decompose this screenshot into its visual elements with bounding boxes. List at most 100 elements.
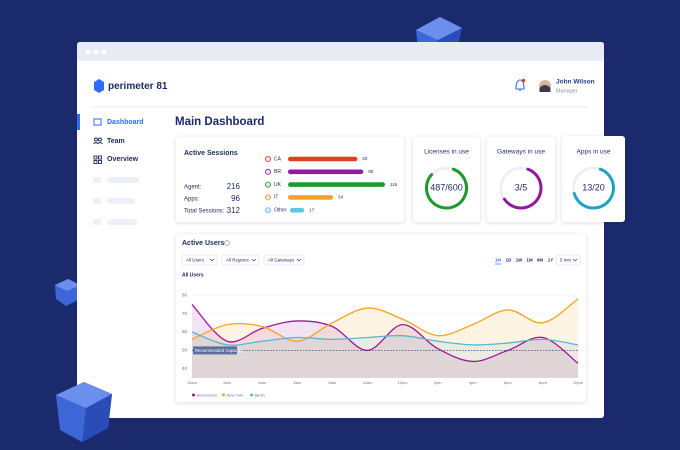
notification-bell[interactable] [515, 79, 525, 91]
session-bar [288, 195, 334, 200]
logo-icon [94, 79, 104, 93]
info-icon[interactable] [224, 240, 230, 246]
y-tick-label: 40 [182, 366, 188, 371]
x-tick-label: 8pm [539, 380, 547, 385]
y-tick-label: 70 [182, 311, 188, 316]
session-value: 83 [362, 156, 368, 161]
series-area [192, 304, 578, 378]
session-value: 90 [368, 169, 374, 174]
interval-label: 5 min [560, 258, 572, 263]
dropdown-arrow [251, 258, 257, 262]
country-code: UK [274, 182, 282, 188]
legend-swatch [222, 393, 225, 397]
dropdown-arrow [209, 258, 215, 262]
series-line [191, 298, 579, 342]
country-code: BR [274, 169, 281, 175]
y-tick-label: 80 [182, 292, 188, 297]
gauge-arc [572, 167, 615, 210]
flag [264, 168, 271, 175]
stat-value: 96 [231, 194, 240, 203]
x-tick-label: 10am [362, 380, 373, 385]
overview-icon [93, 155, 102, 164]
legend-label: Berlin [255, 392, 265, 397]
capacity-label-box [193, 346, 237, 355]
range-button[interactable]: 6M [537, 258, 544, 263]
filter-label: All Users [186, 258, 205, 263]
session-value: 116 [390, 182, 398, 187]
legend-swatch [250, 393, 253, 397]
flag [264, 155, 271, 162]
window-dot [93, 49, 99, 55]
x-tick-label: 6am [293, 380, 301, 385]
country-code: IT [274, 195, 278, 201]
window-dot [101, 49, 107, 55]
legend-label: Amsterdam [197, 392, 218, 397]
flag [264, 207, 271, 214]
chart-title: Active Users [182, 240, 225, 247]
session-bar [290, 207, 305, 213]
nav-item[interactable]: Dashboard [107, 119, 144, 126]
page-title: Main Dashboard [175, 116, 264, 128]
chart-subtitle: All Users [182, 272, 204, 278]
active-indicator [77, 114, 80, 130]
legend-swatch [192, 393, 195, 397]
gauge-value: 13/20 [582, 182, 605, 192]
x-tick-label: 2pm [434, 380, 442, 385]
title-bar [77, 42, 604, 61]
range-button[interactable]: 1W [516, 258, 524, 263]
series-line [191, 331, 579, 346]
gauge-title: Apps in use [577, 149, 611, 156]
session-bar [288, 182, 385, 187]
session-value: 17 [309, 207, 315, 212]
x-tick-label: 8am [328, 380, 336, 385]
gauge-value: 3/5 [515, 182, 528, 192]
series-line [191, 303, 579, 364]
filter-dropdown[interactable] [263, 254, 305, 266]
nav-item[interactable]: Team [107, 138, 125, 145]
dashboard-icon [93, 118, 102, 126]
range-button[interactable]: 1D [506, 258, 513, 263]
range-button[interactable]: 1M [526, 258, 533, 263]
x-tick-label: 2am [223, 380, 231, 385]
x-tick-label: 10pm [573, 380, 584, 385]
window-dot [85, 49, 91, 55]
gauge-title: Gateways in use [497, 149, 545, 156]
stat-label: Apps: [184, 197, 200, 203]
notification-dot [521, 78, 526, 83]
filter-dropdown[interactable] [221, 254, 260, 266]
series-area [192, 332, 578, 378]
cube [56, 382, 112, 442]
gauge-value: 487/600 [430, 182, 463, 192]
y-tick-label: 60 [182, 329, 188, 334]
x-tick-label: 12am [187, 380, 198, 385]
stat-label: Total Sessions: [184, 209, 225, 215]
filter-dropdown[interactable] [181, 254, 218, 266]
country-code: CA [274, 156, 282, 162]
dropdown-arrow [572, 258, 578, 262]
flag [264, 181, 271, 188]
user-role: Manager [556, 88, 578, 94]
team-icon [93, 137, 103, 145]
legend-label: New York [227, 392, 244, 397]
session-bar [288, 156, 358, 162]
stat-value: 216 [227, 182, 241, 191]
stat-label: Agent: [184, 185, 202, 191]
avatar-shirt [539, 85, 551, 92]
gauge-arc [502, 167, 543, 210]
nav-item[interactable]: Overview [107, 156, 139, 163]
gauge-arc [425, 167, 468, 210]
range-button[interactable]: 1H [495, 258, 501, 263]
flag [264, 194, 271, 201]
capacity-label: Recommended Capacity [195, 348, 243, 353]
y-tick-label: 50 [182, 348, 188, 353]
x-tick-label: 6pm [504, 380, 512, 385]
brand: perimeter 81 [108, 81, 168, 92]
interval-dropdown[interactable] [555, 254, 581, 266]
filter-label: All Gateways [268, 258, 295, 263]
session-bar [288, 169, 364, 175]
stat-value: 312 [227, 206, 241, 215]
x-tick-label: 12pm [398, 380, 409, 385]
range-button[interactable]: 1Y [548, 258, 554, 263]
session-value: 54 [338, 195, 344, 200]
